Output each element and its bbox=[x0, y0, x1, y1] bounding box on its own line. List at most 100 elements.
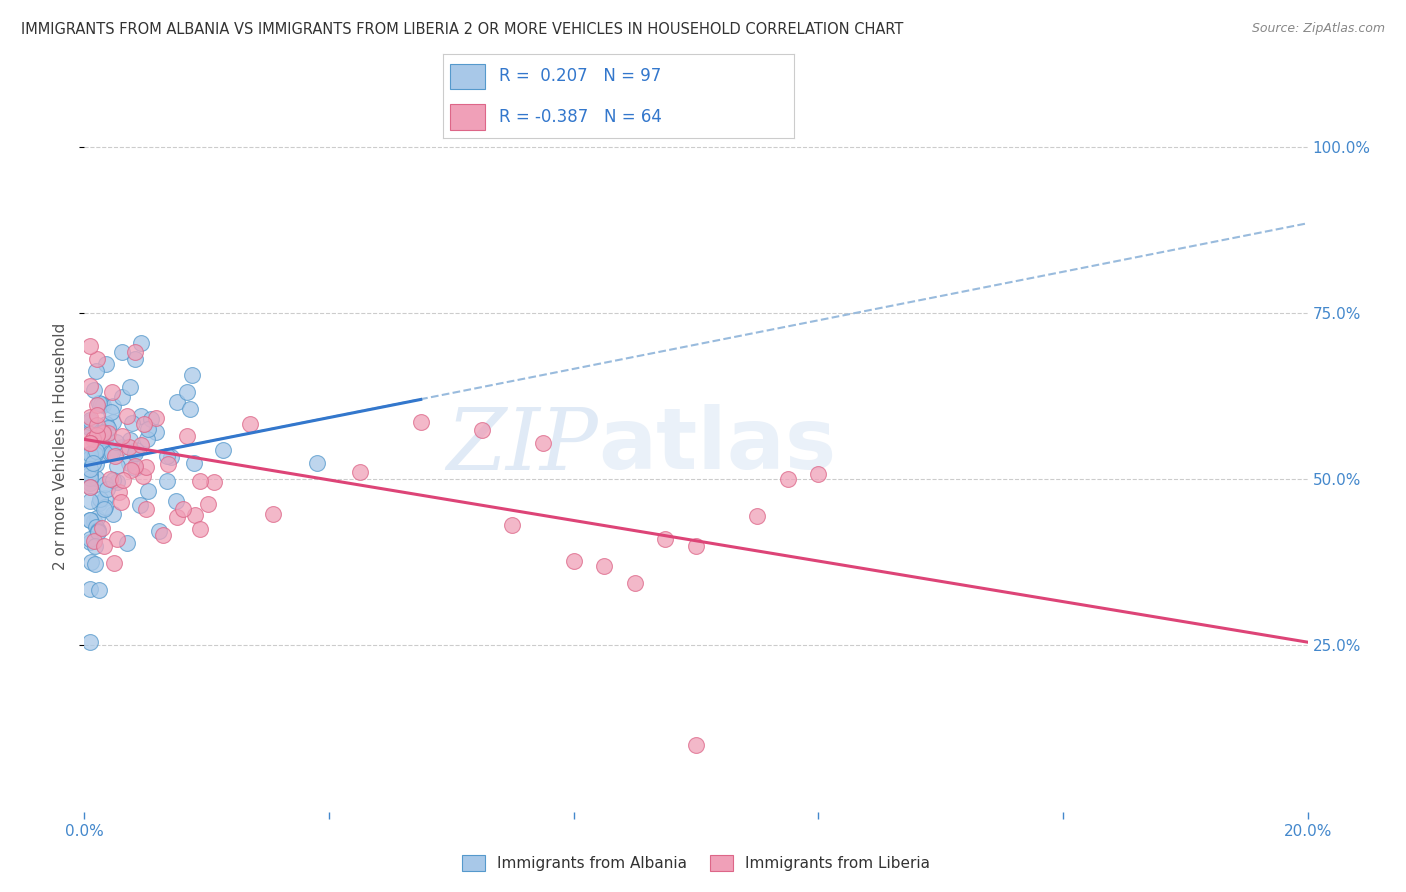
Point bbox=[79, 435, 101, 450]
Point bbox=[349, 466, 371, 480]
Point bbox=[179, 401, 201, 416]
Point bbox=[87, 496, 110, 510]
Point bbox=[118, 380, 141, 394]
Point bbox=[90, 441, 112, 455]
Point bbox=[79, 513, 101, 527]
Point bbox=[105, 532, 128, 546]
Point bbox=[135, 433, 157, 447]
Point bbox=[129, 498, 152, 512]
Point bbox=[118, 440, 141, 454]
Point bbox=[101, 473, 124, 487]
Point bbox=[96, 429, 118, 443]
Point bbox=[79, 535, 101, 549]
Point bbox=[86, 398, 108, 412]
Point bbox=[89, 491, 111, 506]
Point bbox=[93, 425, 115, 439]
Point bbox=[156, 474, 179, 488]
Text: R = -0.387   N = 64: R = -0.387 N = 64 bbox=[499, 108, 662, 126]
Point bbox=[197, 497, 219, 511]
Point bbox=[531, 436, 554, 450]
Point bbox=[152, 528, 174, 542]
Point bbox=[100, 446, 122, 460]
Point bbox=[135, 460, 157, 475]
Point bbox=[471, 423, 494, 437]
Point bbox=[84, 539, 107, 553]
Point bbox=[79, 480, 101, 494]
Point bbox=[103, 557, 125, 571]
Point bbox=[172, 502, 194, 516]
Point bbox=[86, 523, 108, 537]
Point bbox=[86, 418, 108, 433]
Point bbox=[129, 409, 152, 424]
Point bbox=[502, 518, 524, 533]
Point bbox=[84, 447, 107, 461]
Point bbox=[87, 524, 110, 539]
Point bbox=[105, 458, 128, 473]
Point bbox=[181, 368, 204, 383]
Point bbox=[84, 457, 107, 471]
Point bbox=[129, 438, 152, 452]
Point bbox=[79, 436, 101, 450]
Point bbox=[166, 395, 188, 409]
Point bbox=[654, 532, 676, 546]
Point bbox=[79, 379, 101, 393]
FancyBboxPatch shape bbox=[450, 104, 485, 130]
Point bbox=[86, 471, 108, 485]
Point bbox=[86, 408, 108, 422]
Point bbox=[83, 534, 105, 549]
Point bbox=[103, 507, 125, 521]
Point bbox=[121, 417, 143, 431]
Point bbox=[103, 399, 125, 413]
Point bbox=[94, 500, 117, 514]
Point bbox=[165, 494, 187, 508]
Point bbox=[94, 357, 117, 371]
Point bbox=[124, 461, 146, 475]
Point bbox=[110, 495, 132, 509]
Point bbox=[111, 440, 134, 454]
Point bbox=[87, 396, 110, 410]
Point bbox=[132, 417, 155, 431]
Point bbox=[97, 425, 120, 440]
Point bbox=[91, 446, 114, 460]
Point bbox=[101, 384, 124, 399]
Point bbox=[79, 418, 101, 433]
Point bbox=[112, 473, 135, 487]
Point bbox=[100, 404, 122, 418]
Point bbox=[118, 456, 141, 470]
Point bbox=[89, 583, 111, 598]
Point bbox=[91, 398, 114, 412]
Point bbox=[593, 558, 616, 573]
Point bbox=[239, 417, 262, 431]
Point bbox=[685, 738, 707, 752]
Point bbox=[79, 532, 101, 546]
Point bbox=[79, 493, 101, 508]
Point bbox=[104, 434, 127, 449]
Point bbox=[188, 522, 211, 536]
Point bbox=[86, 351, 108, 366]
Point bbox=[111, 428, 134, 442]
Point bbox=[202, 475, 225, 489]
Point bbox=[562, 554, 585, 568]
Point bbox=[624, 576, 647, 591]
Point bbox=[82, 432, 104, 446]
Point bbox=[79, 582, 101, 596]
Point bbox=[79, 480, 101, 494]
Legend: Immigrants from Albania, Immigrants from Liberia: Immigrants from Albania, Immigrants from… bbox=[456, 849, 936, 877]
Point bbox=[409, 415, 432, 429]
Point bbox=[86, 364, 108, 378]
Point bbox=[79, 413, 101, 427]
Point bbox=[90, 397, 112, 411]
Point bbox=[305, 456, 328, 470]
Point bbox=[166, 510, 188, 524]
Point bbox=[80, 446, 103, 460]
Point bbox=[83, 383, 105, 397]
Point bbox=[104, 449, 127, 463]
Point bbox=[83, 514, 105, 528]
Point bbox=[120, 433, 142, 447]
Point bbox=[155, 450, 177, 464]
Point bbox=[93, 427, 115, 442]
Point bbox=[747, 509, 769, 524]
Text: IMMIGRANTS FROM ALBANIA VS IMMIGRANTS FROM LIBERIA 2 OR MORE VEHICLES IN HOUSEHO: IMMIGRANTS FROM ALBANIA VS IMMIGRANTS FR… bbox=[21, 22, 904, 37]
Point bbox=[86, 427, 108, 442]
Point bbox=[105, 475, 128, 489]
